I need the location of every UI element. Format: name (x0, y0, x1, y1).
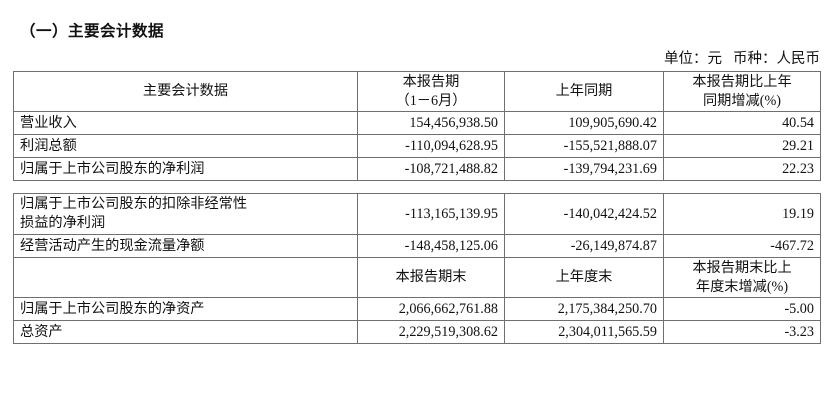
table-row: 归属于上市公司股东的净利润 -108,721,488.82 -139,794,2… (13, 157, 821, 182)
row-previous-value: 2,175,384,250.70 (504, 297, 664, 322)
header-change-line1: 本报告期比上年 (692, 74, 792, 90)
table-row: 归属于上市公司股东的净资产 2,066,662,761.88 2,175,384… (13, 297, 821, 322)
row-label: 总资产 (13, 320, 358, 345)
row-change-value: -3.23 (663, 320, 821, 345)
row-previous-value: -139,794,231.69 (504, 157, 664, 182)
row-current-value: 2,066,662,761.88 (357, 297, 505, 322)
header2-change-line1: 本报告期末比上 (692, 259, 792, 276)
row-label: 利润总额 (13, 134, 358, 159)
row-change-value: 29.21 (663, 134, 821, 159)
header2-cell-prior-year-end: 上年度末 (504, 256, 664, 299)
row-current-value: -108,721,488.82 (357, 157, 505, 182)
header-current-line1: 本报告期 (402, 74, 460, 90)
table-split-gap (13, 181, 820, 193)
row-previous-value: -155,521,888.07 (504, 134, 664, 159)
table-row: 利润总额 -110,094,628.95 -155,521,888.07 29.… (13, 134, 821, 159)
table-row: 营业收入 154,456,938.50 109,905,690.42 40.54 (13, 111, 821, 136)
header2-cell-change: 本报告期末比上 年度末增减(%) (663, 256, 821, 299)
financial-table-part1: 主要会计数据 本报告期 （1－6月） 上年同期 本报告期比上年 同期增减(%) … (13, 70, 821, 182)
row-change-value: -5.00 (663, 297, 821, 322)
header-cell-prior-period: 上年同期 (504, 70, 664, 113)
table-header-row: 主要会计数据 本报告期 （1－6月） 上年同期 本报告期比上年 同期增减(%) (13, 70, 821, 113)
table-header-row-secondary: 本报告期末 上年度末 本报告期末比上 年度末增减(%) (13, 256, 821, 299)
row-current-value: 154,456,938.50 (357, 111, 505, 136)
row-previous-value: -140,042,424.52 (504, 193, 664, 235)
header-change-line2: 同期增减(%) (702, 92, 782, 109)
row-change-value: 22.23 (663, 157, 821, 182)
row-previous-value: 2,304,011,565.59 (504, 320, 664, 345)
row-current-value: -148,458,125.06 (357, 233, 505, 258)
row-previous-value: 109,905,690.42 (504, 111, 664, 136)
row-previous-value: -26,149,874.87 (504, 233, 664, 258)
header-cell-current-period: 本报告期 （1－6月） (357, 70, 505, 113)
unit-currency-label: 币种：人民币 (733, 51, 820, 67)
row-current-value: -113,165,139.95 (357, 193, 505, 235)
header2-cell-period-end: 本报告期末 (357, 256, 505, 299)
unit-amount-label: 单位：元 (664, 51, 722, 67)
row-label: 归属于上市公司股东的净利润 (13, 157, 358, 182)
row-label: 归属于上市公司股东的净资产 (13, 297, 358, 322)
table-row: 经营活动产生的现金流量净额 -148,458,125.06 -26,149,87… (13, 233, 821, 258)
header2-change-line2: 年度末增减(%) (695, 278, 789, 295)
financial-table-wrapper: 主要会计数据 本报告期 （1－6月） 上年同期 本报告期比上年 同期增减(%) … (13, 70, 821, 345)
header-current-line2: （1－6月） (395, 92, 467, 109)
header2-cell-empty (13, 256, 358, 299)
row-current-value: -110,094,628.95 (357, 134, 505, 159)
header-cell-change: 本报告期比上年 同期增减(%) (663, 70, 821, 113)
row-label-line2: 损益的净利润 (20, 215, 106, 232)
row-current-value: 2,229,519,308.62 (357, 320, 505, 345)
row-label: 归属于上市公司股东的扣除非经常性 损益的净利润 (13, 193, 358, 235)
row-change-value: 40.54 (663, 111, 821, 136)
row-label-line1: 归属于上市公司股东的扣除非经常性 (20, 196, 248, 213)
page-title: （一）主要会计数据 (20, 23, 165, 40)
header-cell-metric: 主要会计数据 (13, 70, 358, 113)
table-row: 总资产 2,229,519,308.62 2,304,011,565.59 -3… (13, 320, 821, 345)
row-label: 营业收入 (13, 111, 358, 136)
row-change-value: -467.72 (663, 233, 821, 258)
financial-table-part2: 归属于上市公司股东的扣除非经常性 损益的净利润 -113,165,139.95 … (13, 193, 821, 345)
row-label: 经营活动产生的现金流量净额 (13, 233, 358, 258)
row-change-value: 19.19 (663, 193, 821, 235)
table-row: 归属于上市公司股东的扣除非经常性 损益的净利润 -113,165,139.95 … (13, 193, 821, 235)
unit-note: 单位：元 币种：人民币 (664, 47, 820, 68)
